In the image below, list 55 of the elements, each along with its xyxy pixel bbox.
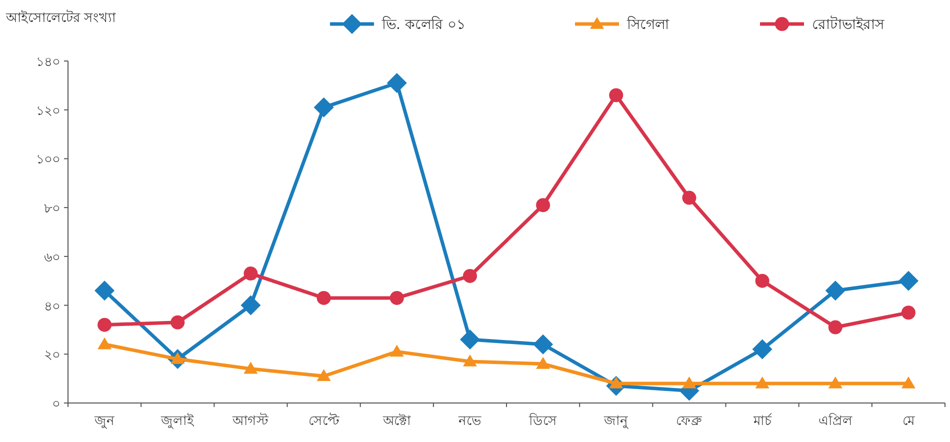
point	[682, 376, 696, 388]
x-tick-label: জুন	[94, 414, 115, 429]
point	[901, 306, 916, 320]
point	[755, 274, 770, 288]
y-tick-label: ৮০	[44, 202, 60, 217]
point	[98, 318, 112, 332]
x-tick-label: অক্টো	[382, 414, 411, 429]
point	[94, 280, 115, 301]
point	[314, 97, 334, 118]
point	[609, 88, 624, 102]
x-tick-label: সেপ্টে	[308, 413, 340, 429]
point	[536, 198, 550, 212]
point	[536, 356, 550, 369]
y-tick-label: ১২০	[36, 104, 60, 119]
point	[244, 362, 258, 374]
legend-label: ভি. কলেরি ০১	[381, 16, 466, 33]
point	[828, 320, 842, 334]
legend-label: রোটাভাইরাস	[812, 16, 885, 33]
point	[390, 290, 404, 305]
point	[316, 290, 331, 305]
x-tick-label: জানু	[603, 414, 630, 429]
point	[462, 268, 477, 283]
y-tick-label: ৪০	[44, 299, 60, 314]
point	[460, 329, 480, 350]
y-tick-label: ২০	[44, 348, 60, 364]
point	[386, 72, 407, 93]
point	[170, 315, 185, 330]
x-tick-label: নভে	[457, 414, 482, 429]
point	[752, 339, 772, 360]
x-tick-label: জুলাই	[160, 413, 196, 429]
point	[828, 376, 842, 388]
point	[244, 266, 258, 281]
point	[682, 190, 696, 205]
point	[901, 376, 916, 388]
x-tick-label: মে	[902, 414, 916, 429]
y-axis-title: আইসোলেটের সংখ্যা	[5, 10, 116, 26]
point	[462, 354, 477, 366]
x-tick-label: মার্চ	[752, 413, 772, 429]
point	[240, 295, 261, 316]
x-tick-label: এপ্রিল	[818, 413, 852, 429]
x-tick-label: ফেব্রু	[676, 414, 702, 429]
point	[98, 337, 112, 350]
point	[898, 270, 918, 291]
point	[533, 334, 554, 354]
legend-label: সিগেলা	[626, 16, 670, 33]
y-tick-label: ১৪০	[36, 55, 60, 70]
y-tick-label: ০	[52, 397, 60, 412]
x-tick-label: আগস্ট	[232, 413, 269, 429]
point	[390, 344, 404, 357]
point	[755, 376, 770, 388]
x-tick-label: ডিসে	[528, 413, 558, 429]
point	[316, 369, 331, 382]
y-tick-label: ১০০	[36, 152, 60, 168]
point	[825, 280, 846, 301]
y-tick-label: ৬০	[44, 250, 60, 266]
